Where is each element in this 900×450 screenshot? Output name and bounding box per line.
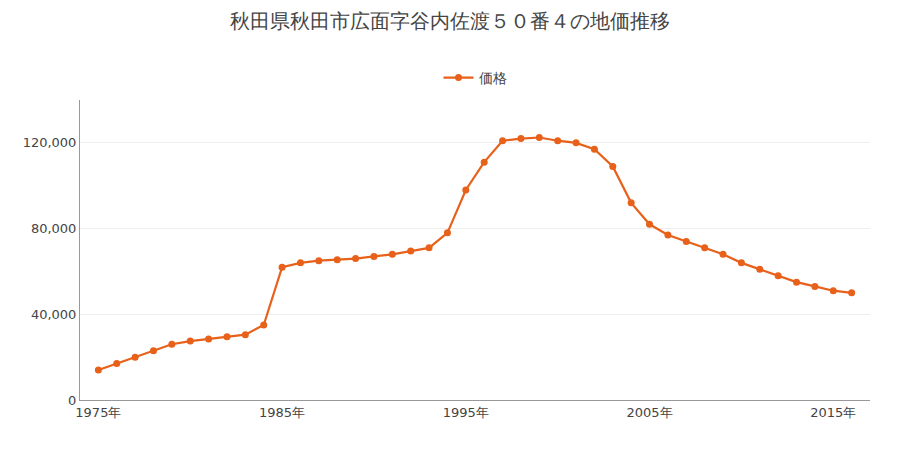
svg-text:1995年: 1995年 xyxy=(443,405,489,420)
svg-text:1985年: 1985年 xyxy=(259,405,305,420)
svg-text:40,000: 40,000 xyxy=(31,307,77,322)
svg-text:価格: 価格 xyxy=(479,70,507,86)
svg-text:120,000: 120,000 xyxy=(23,135,77,150)
svg-text:0: 0 xyxy=(68,393,76,408)
svg-text:秋田県秋田市広面字谷内佐渡５０番４の地価推移: 秋田県秋田市広面字谷内佐渡５０番４の地価推移 xyxy=(230,9,670,33)
svg-text:80,000: 80,000 xyxy=(31,221,77,236)
svg-text:1975年: 1975年 xyxy=(75,405,121,420)
svg-text:2005年: 2005年 xyxy=(626,405,672,420)
svg-text:2015年: 2015年 xyxy=(810,405,856,420)
